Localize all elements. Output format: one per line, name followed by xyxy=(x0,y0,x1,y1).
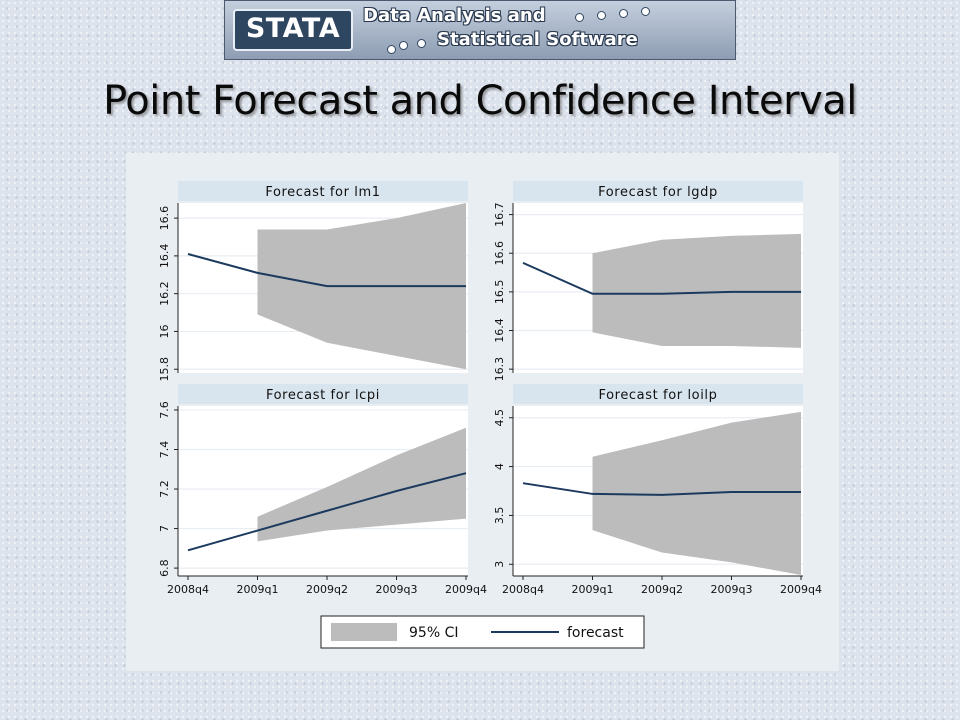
y-tick-label: 4 xyxy=(493,463,506,470)
panel-title: Forecast for lgdp xyxy=(598,185,718,200)
banner-dot-icon xyxy=(619,9,628,18)
chart-panel-2: Forecast for lgdp 16.3 16.4 16.5 16.6 16.7 xyxy=(493,181,803,381)
y-tick-label: 3 xyxy=(493,561,506,568)
x-tick-label: 2009q3 xyxy=(711,583,753,596)
y-tick-label: 16 xyxy=(158,324,171,338)
y-tick-label: 7.2 xyxy=(158,480,171,498)
forecast-line xyxy=(187,472,467,552)
x-tick-label: 2009q2 xyxy=(641,583,683,596)
y-tick-label: 7.6 xyxy=(158,401,171,419)
y-tick-label: 4.5 xyxy=(493,409,506,427)
x-tick-label: 2008q4 xyxy=(502,583,544,596)
banner-dot-icon xyxy=(575,13,584,22)
legend-ci-swatch xyxy=(331,623,397,641)
panel-title-bar xyxy=(178,181,468,201)
x-tick-label: 2008q4 xyxy=(167,583,209,596)
x-tick-label: 2009q1 xyxy=(572,583,614,596)
x-tick-label: 2009q4 xyxy=(780,583,822,596)
y-tick-label: 7.4 xyxy=(158,441,171,459)
panel-title: Forecast for loilp xyxy=(599,388,718,403)
y-tick-label: 16.2 xyxy=(158,281,171,306)
stata-banner: STATA Data Analysis and Statistical Soft… xyxy=(224,0,736,60)
forecast-charts-svg: Forecast for lm115.81616.216.416.6Foreca… xyxy=(158,181,822,649)
x-tick-label: 2009q3 xyxy=(376,583,418,596)
forecast-line xyxy=(522,261,801,295)
banner-dot-icon xyxy=(641,7,650,16)
y-tick-label: 7 xyxy=(158,525,171,532)
panel-title-bar xyxy=(513,181,803,201)
banner-dot-icon xyxy=(387,45,396,54)
forecast-chart-panel: Forecast for lm1 15.8 16 16.2 16.4 16.6 Foreca… xyxy=(126,153,839,671)
panel-title-bar xyxy=(513,384,803,404)
y-tick-label: 6.8 xyxy=(158,559,171,577)
forecast-line xyxy=(522,482,801,496)
stata-logo: STATA xyxy=(233,9,353,51)
banner-dot-icon xyxy=(417,39,426,48)
banner-tagline-line1: Data Analysis and xyxy=(363,5,546,26)
y-tick-label: 16.6 xyxy=(158,206,171,231)
y-tick-label: 16.7 xyxy=(493,202,506,227)
y-tick-label: 16.5 xyxy=(493,280,506,305)
y-tick-label: 15.8 xyxy=(158,357,171,382)
legend-ci-label: 95% CI xyxy=(409,625,458,641)
panel-title: Forecast for lm1 xyxy=(265,185,380,200)
ci-band xyxy=(257,427,466,542)
ci-band xyxy=(592,233,801,348)
chart-panel-3: Forecast for lcpi 6.8 7 7.2 7.4 7.6 2008q4 2009… xyxy=(158,384,487,596)
banner-tagline-line2: Statistical Software xyxy=(437,29,638,50)
y-tick-label: 16.4 xyxy=(493,318,506,343)
y-tick-label: 16.4 xyxy=(158,244,171,269)
y-tick-label: 16.6 xyxy=(493,241,506,266)
x-tick-label: 2009q1 xyxy=(237,583,279,596)
page-title: Point Forecast and Confidence Interval xyxy=(103,78,857,124)
legend-forecast-label: forecast xyxy=(567,625,624,641)
panel-title-bar xyxy=(178,384,468,404)
x-tick-label: 2009q2 xyxy=(306,583,348,596)
chart-panel-1: Forecast for lm1 15.8 16 16.2 16.4 16.6 xyxy=(158,181,468,381)
panel-title: Forecast for lcpi xyxy=(266,388,380,403)
banner-dot-icon xyxy=(399,41,408,50)
banner-dot-icon xyxy=(597,11,606,20)
chart-legend: 95% CI forecast xyxy=(320,615,645,649)
forecast-line xyxy=(187,253,466,288)
y-tick-label: 3.5 xyxy=(493,507,506,525)
y-tick-label: 16.3 xyxy=(493,357,506,382)
x-tick-label: 2009q4 xyxy=(445,583,487,596)
chart-panel-4: Forecast for loilp 3 3.5 4 4.5 2008q4 2009q1 20… xyxy=(493,384,822,596)
